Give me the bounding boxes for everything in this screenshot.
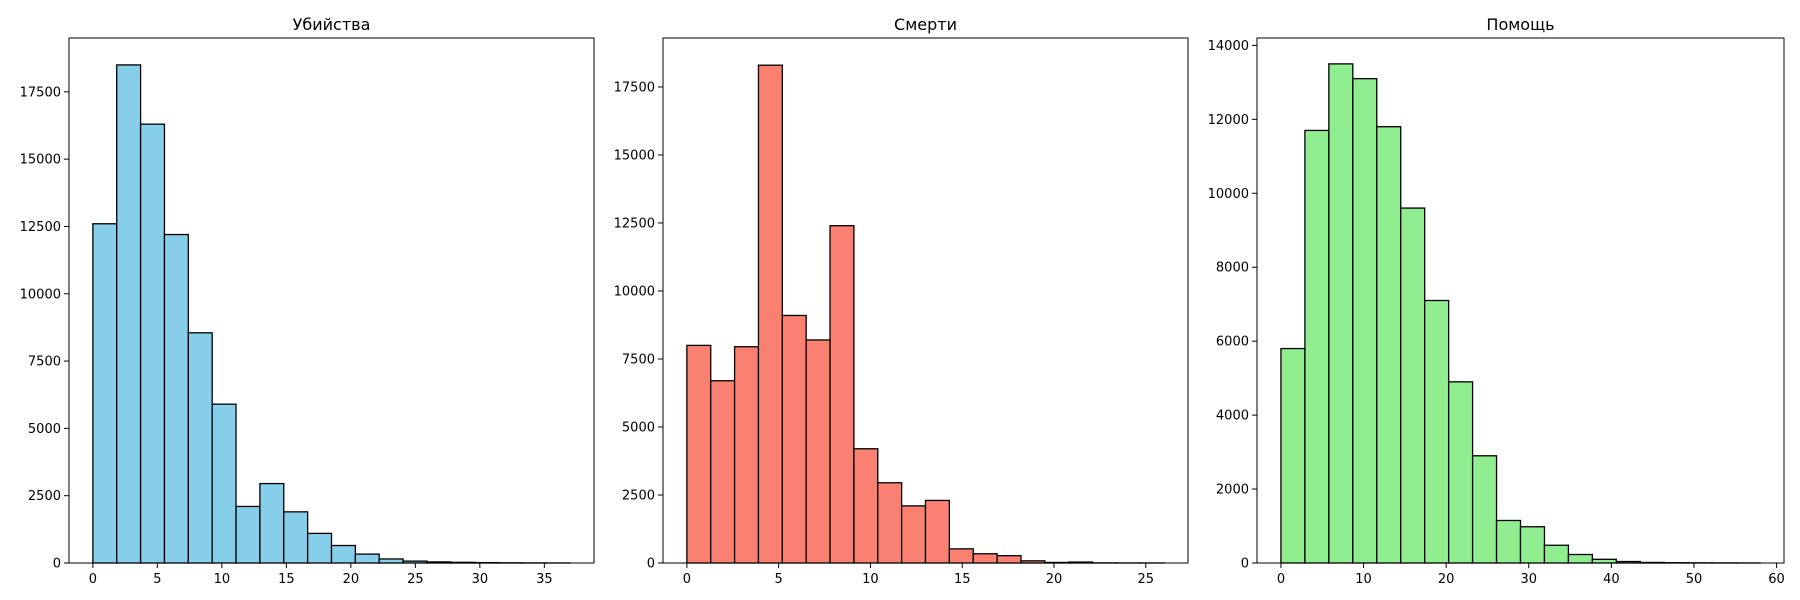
- x-tick-label: 25: [407, 572, 424, 587]
- x-tick-label: 10: [1355, 572, 1372, 587]
- y-tick-label: 14000: [1208, 39, 1249, 54]
- y-tick-label: 12500: [614, 216, 655, 231]
- y-tick-label: 2500: [28, 489, 61, 504]
- histogram-bar: [1471, 455, 1498, 564]
- x-tick-label: 5: [153, 572, 161, 587]
- histogram-bar: [1495, 519, 1522, 564]
- x-tick-label: 60: [1768, 572, 1785, 587]
- histogram-bar: [781, 314, 807, 564]
- histogram-bar: [259, 482, 285, 564]
- histogram-bar: [1304, 129, 1330, 564]
- histogram-bar: [1376, 126, 1402, 564]
- plot-frame: [1256, 37, 1785, 564]
- chart-title: Убийства: [293, 15, 371, 34]
- histogram-bar: [972, 553, 998, 564]
- y-tick-label: 17500: [614, 80, 655, 95]
- y-tick-label: 15000: [20, 153, 61, 168]
- y-tick-label: 5000: [28, 422, 61, 437]
- y-tick-label: 0: [647, 557, 655, 572]
- y-tick-label: 0: [1241, 557, 1249, 572]
- histogram-bar: [996, 555, 1022, 564]
- histogram-bar: [354, 553, 380, 564]
- histogram-bar: [187, 332, 213, 564]
- x-tick-label: 10: [214, 572, 231, 587]
- x-tick-label: 0: [89, 572, 97, 587]
- histogram-bar: [853, 448, 879, 564]
- x-tick-label: 15: [954, 572, 971, 587]
- histogram-bar: [1519, 526, 1546, 564]
- x-tick-label: 10: [862, 572, 879, 587]
- histogram-bar: [757, 64, 783, 564]
- histogram-bar: [330, 544, 357, 564]
- chart-panel-deaths: 0 5 10 15 20 25 0 2500 5000 7500 10000 12500 15000 17…: [614, 15, 1189, 587]
- x-tick-label: 25: [1138, 572, 1155, 587]
- x-tick-label: 20: [1046, 572, 1063, 587]
- chart-title: Помощь: [1486, 15, 1554, 34]
- histogram-bar: [900, 505, 927, 564]
- histogram-bar: [924, 499, 951, 564]
- histogram-bar: [1591, 558, 1617, 564]
- histogram-bar: [139, 123, 166, 564]
- histogram-bar: [211, 403, 237, 564]
- histogram-bar: [1543, 544, 1570, 564]
- histogram-bar: [1328, 63, 1354, 564]
- histogram-bar: [163, 233, 189, 564]
- y-tick-label: 8000: [1216, 261, 1249, 276]
- histogram-bar: [877, 482, 903, 564]
- histogram-bar: [1567, 553, 1594, 564]
- histogram-bar: [283, 511, 309, 564]
- chart-panel-kills: 0 5 10 15 20 25 30 35 0 2500 5000 7500 10000 12500 150…: [20, 15, 595, 587]
- y-tick-label: 15000: [614, 148, 655, 163]
- x-tick-label: 5: [775, 572, 783, 587]
- y-tick-label: 10000: [20, 287, 61, 302]
- histogram-bar: [116, 64, 142, 564]
- y-tick-label: 5000: [622, 420, 655, 435]
- y-tick-label: 7500: [28, 355, 61, 370]
- histogram-bar: [235, 505, 261, 564]
- histogram-bar: [1424, 299, 1450, 564]
- x-tick-label: 35: [536, 572, 553, 587]
- histogram-bar: [1280, 347, 1306, 564]
- chart-title: Смерти: [894, 15, 957, 34]
- histogram-bar: [710, 380, 736, 564]
- x-tick-label: 50: [1686, 572, 1703, 587]
- histogram-bar: [733, 346, 760, 564]
- x-tick-label: 0: [683, 572, 691, 587]
- y-tick-label: 10000: [1208, 187, 1249, 202]
- chart-panel-assists: 0 10 20 30 40 50 60 0 2000 4000 6000 8000 10000 12000…: [1208, 15, 1785, 587]
- histogram-bar: [1447, 381, 1474, 564]
- histogram-bar: [829, 225, 855, 564]
- y-tick-label: 0: [53, 557, 61, 572]
- plot-frame: [68, 37, 595, 564]
- histogram-bar: [686, 344, 712, 564]
- y-tick-label: 10000: [614, 284, 655, 299]
- y-tick-label: 4000: [1216, 409, 1249, 424]
- x-tick-label: 30: [1520, 572, 1537, 587]
- histogram-bar: [1400, 207, 1426, 564]
- plot-frame: [662, 37, 1189, 564]
- x-tick-label: 40: [1603, 572, 1620, 587]
- y-tick-label: 17500: [20, 85, 61, 100]
- x-tick-label: 15: [278, 572, 295, 587]
- y-tick-label: 12500: [20, 220, 61, 235]
- y-tick-label: 2000: [1216, 483, 1249, 498]
- y-tick-label: 7500: [622, 352, 655, 367]
- histogram-bar: [92, 223, 118, 564]
- histogram-bar: [805, 339, 831, 564]
- histogram-bar: [378, 558, 404, 564]
- histogram-bar: [1352, 78, 1378, 564]
- histogram-bar: [306, 532, 333, 564]
- histogram-bar: [948, 548, 974, 564]
- x-tick-label: 20: [1438, 572, 1455, 587]
- y-tick-label: 6000: [1216, 335, 1249, 350]
- y-tick-label: 12000: [1208, 113, 1249, 128]
- x-tick-label: 20: [343, 572, 360, 587]
- x-tick-label: 30: [472, 572, 489, 587]
- y-tick-label: 2500: [622, 488, 655, 503]
- x-tick-label: 0: [1277, 572, 1285, 587]
